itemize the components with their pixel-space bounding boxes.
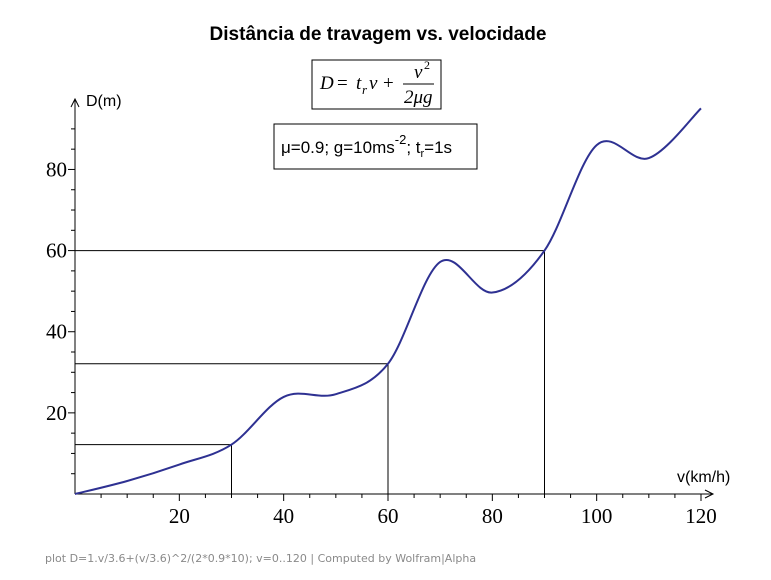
formula-equals: = (337, 73, 348, 94)
formula-numerator-exp: 2 (424, 58, 430, 72)
y-axis-arrow (70, 97, 80, 108)
y-tick-label: 20 (46, 401, 67, 425)
params-subscript: r (421, 148, 425, 160)
params-part3: =1s (424, 138, 452, 157)
reference-line (75, 444, 232, 494)
y-axis-label: D(m) (86, 93, 122, 110)
formula-numerator: v (414, 62, 423, 83)
series-line (74, 107, 702, 495)
formula-t: t (356, 73, 362, 94)
y-tick-label: 60 (46, 239, 67, 263)
x-axis-label: v(km/h) (677, 469, 730, 486)
y-tick-label: 80 (46, 157, 67, 181)
params-exponent: -2 (395, 132, 407, 147)
formula-plus: + (383, 73, 394, 94)
chart-title: Distância de travagem vs. velocidade (210, 24, 547, 45)
params-text: μ=0.9; g=10ms-2; tr=1s (281, 132, 452, 160)
x-tick-label: 60 (378, 504, 399, 528)
x-axis-arrow (704, 489, 715, 499)
formula-denominator: 2μg (404, 87, 433, 108)
ticks: 20 40 60 80 100 120 20 40 60 80 (46, 128, 717, 528)
params-part1: μ=0.9; g=10ms (281, 138, 395, 157)
formula-t-sub: r (362, 82, 368, 97)
reference-line (75, 250, 545, 494)
x-tick-label: 80 (482, 504, 503, 528)
x-tick-label: 120 (685, 504, 717, 528)
params-part2: ; t (406, 138, 420, 157)
params-box: μ=0.9; g=10ms-2; tr=1s (273, 123, 478, 170)
footer-text: plot D=1.v/3.6+(v/3.6)^2/(2*0.9*10); v=0… (45, 552, 476, 565)
formula-v: v (369, 73, 378, 94)
x-tick-label: 40 (273, 504, 294, 528)
formula-box: D = t r v + v 2 2μg (311, 58, 442, 110)
x-tick-label: 20 (169, 504, 190, 528)
x-tick-label: 100 (581, 504, 613, 528)
y-tick-label: 40 (46, 320, 67, 344)
formula-lhs: D (319, 73, 334, 94)
reference-lines (75, 250, 545, 494)
